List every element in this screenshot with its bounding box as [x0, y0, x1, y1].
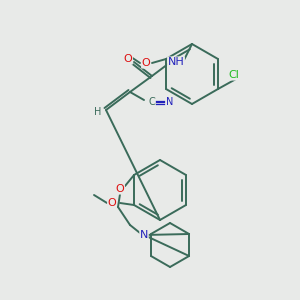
Text: O: O — [142, 58, 150, 68]
Text: NH: NH — [168, 57, 184, 67]
Text: O: O — [108, 198, 116, 208]
Text: N: N — [140, 230, 148, 240]
Text: C: C — [148, 97, 155, 107]
Text: N: N — [166, 97, 174, 107]
Text: H: H — [94, 107, 102, 117]
Text: O: O — [124, 54, 132, 64]
Text: O: O — [116, 184, 124, 194]
Text: Cl: Cl — [229, 70, 239, 80]
